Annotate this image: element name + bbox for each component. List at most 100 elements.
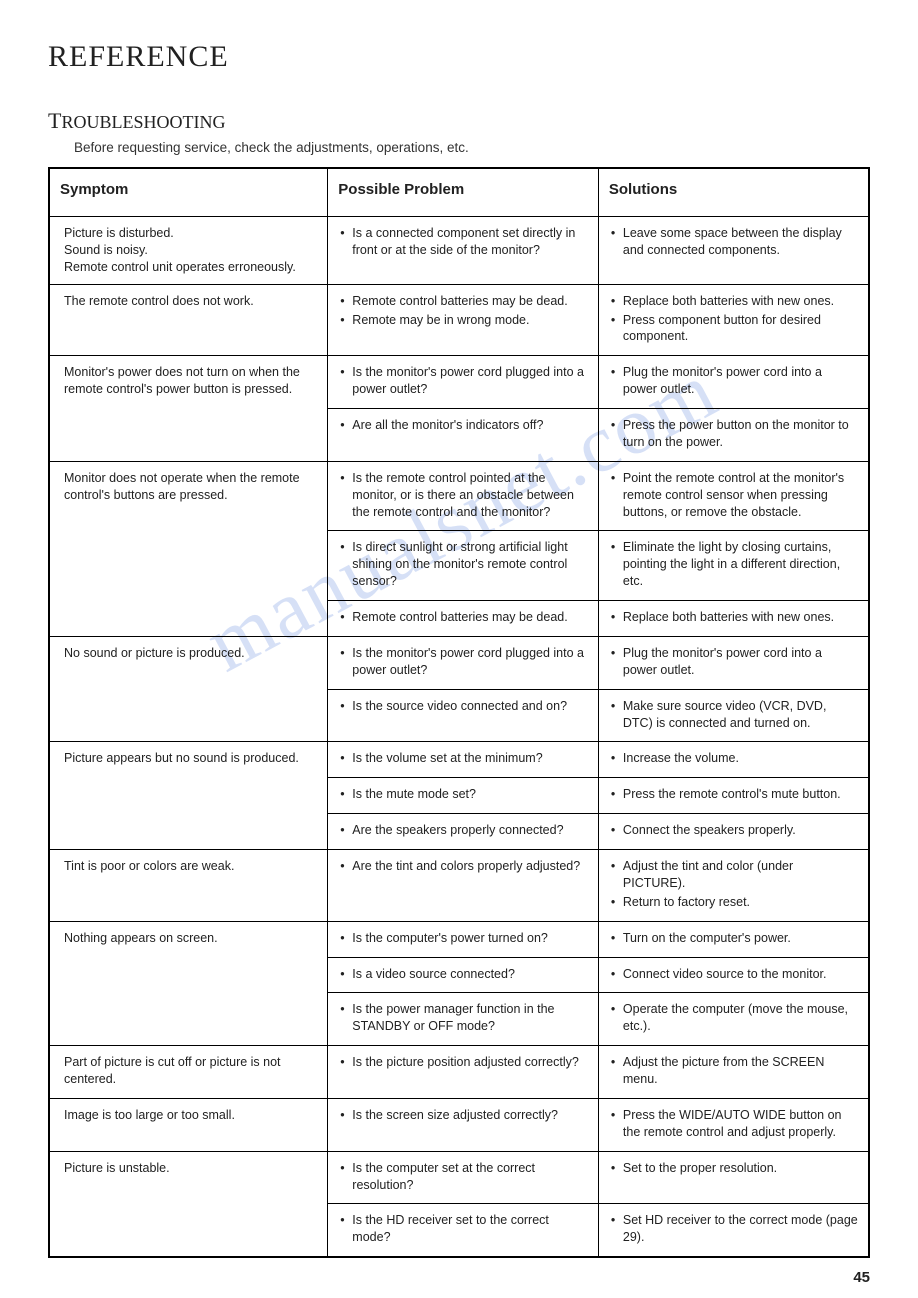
solution-item: Set to the proper resolution. xyxy=(623,1160,858,1177)
solution-cell: Replace both batteries with new ones. Pre… xyxy=(598,284,869,356)
solution-cell: Press the WIDE/AUTO WIDE button on the r… xyxy=(598,1098,869,1151)
problem-item: Is the volume set at the minimum? xyxy=(352,750,588,767)
solution-item: Leave some space between the display and… xyxy=(623,225,858,259)
solution-item: Increase the volume. xyxy=(623,750,858,767)
solution-cell: Plug the monitor's power cord into a pow… xyxy=(598,356,869,409)
problem-item: Remote control batteries may be dead. xyxy=(352,609,588,626)
problem-cell: Remote control batteries may be dead. Rem… xyxy=(328,284,599,356)
problem-cell: Are all the monitor's indicators off? xyxy=(328,409,599,462)
problem-item: Is the remote control pointed at the mon… xyxy=(352,470,588,521)
problem-cell: Is the computer set at the correct resol… xyxy=(328,1151,599,1204)
solution-item: Press component button for desired compo… xyxy=(623,312,858,346)
problem-item: Is the computer set at the correct resol… xyxy=(352,1160,588,1194)
problem-item: Are all the monitor's indicators off? xyxy=(352,417,588,434)
table-header-row: Symptom Possible Problem Solutions xyxy=(49,168,869,217)
solution-item: Point the remote control at the monitor'… xyxy=(623,470,858,521)
solution-item: Connect the speakers properly. xyxy=(623,822,858,839)
symptom-cell: Nothing appears on screen. xyxy=(49,921,328,1046)
problem-cell: Is the HD receiver set to the correct mo… xyxy=(328,1204,599,1257)
solution-cell: Connect the speakers properly. xyxy=(598,814,869,850)
col-header-symptom: Symptom xyxy=(49,168,328,217)
problem-item: Is a video source connected? xyxy=(352,966,588,983)
solution-item: Press the WIDE/AUTO WIDE button on the r… xyxy=(623,1107,858,1141)
intro-text: Before requesting service, check the adj… xyxy=(74,140,870,155)
solution-item: Adjust the tint and color (under PICTURE… xyxy=(623,858,858,892)
symptom-cell: Picture is disturbed. Sound is noisy. Re… xyxy=(49,217,328,285)
solution-item: Replace both batteries with new ones. xyxy=(623,609,858,626)
problem-item: Is the power manager function in the STA… xyxy=(352,1001,588,1035)
problem-cell: Is the screen size adjusted correctly? xyxy=(328,1098,599,1151)
problem-item: Is the monitor's power cord plugged into… xyxy=(352,645,588,679)
problem-item: Are the speakers properly connected? xyxy=(352,822,588,839)
problem-item: Is the picture position adjusted correct… xyxy=(352,1054,588,1071)
solution-cell: Turn on the computer's power. xyxy=(598,921,869,957)
solution-item: Replace both batteries with new ones. xyxy=(623,293,858,310)
problem-cell: Is the computer's power turned on? xyxy=(328,921,599,957)
col-header-solutions: Solutions xyxy=(598,168,869,217)
section-title-rest: ROUBLESHOOTING xyxy=(61,112,225,132)
table-row: Image is too large or too small. Is the s… xyxy=(49,1098,869,1151)
solution-item: Turn on the computer's power. xyxy=(623,930,858,947)
solution-item: Operate the computer (move the mouse, et… xyxy=(623,1001,858,1035)
problem-item: Is the source video connected and on? xyxy=(352,698,588,715)
page-number: 45 xyxy=(853,1269,870,1286)
troubleshooting-table: Symptom Possible Problem Solutions Pictu… xyxy=(48,167,870,1258)
solution-cell: Set HD receiver to the correct mode (pag… xyxy=(598,1204,869,1257)
solution-item: Return to factory reset. xyxy=(623,894,858,911)
solution-item: Eliminate the light by closing curtains,… xyxy=(623,539,858,590)
symptom-cell: Monitor's power does not turn on when th… xyxy=(49,356,328,462)
table-row: Picture appears but no sound is produced… xyxy=(49,742,869,778)
table-row: Monitor's power does not turn on when th… xyxy=(49,356,869,409)
problem-cell: Is the monitor's power cord plugged into… xyxy=(328,636,599,689)
table-row: The remote control does not work.Remote … xyxy=(49,284,869,356)
symptom-cell: Monitor does not operate when the remote… xyxy=(49,461,328,636)
problem-item: Is direct sunlight or strong artificial … xyxy=(352,539,588,590)
problem-cell: Is the monitor's power cord plugged into… xyxy=(328,356,599,409)
solution-cell: Make sure source video (VCR, DVD, DTC) i… xyxy=(598,689,869,742)
symptom-cell: Image is too large or too small. xyxy=(49,1098,328,1151)
solution-item: Make sure source video (VCR, DVD, DTC) i… xyxy=(623,698,858,732)
problem-item: Is a connected component set directly in… xyxy=(352,225,588,259)
problem-cell: Is a video source connected? xyxy=(328,957,599,993)
section-title: TROUBLESHOOTING xyxy=(48,108,870,134)
solution-cell: Replace both batteries with new ones. xyxy=(598,601,869,637)
problem-cell: Are the speakers properly connected? xyxy=(328,814,599,850)
problem-item: Is the computer's power turned on? xyxy=(352,930,588,947)
symptom-cell: The remote control does not work. xyxy=(49,284,328,356)
solution-cell: Adjust the picture from the SCREEN menu. xyxy=(598,1046,869,1099)
problem-item: Is the monitor's power cord plugged into… xyxy=(352,364,588,398)
solution-item: Plug the monitor's power cord into a pow… xyxy=(623,364,858,398)
problem-item: Is the HD receiver set to the correct mo… xyxy=(352,1212,588,1246)
table-row: Picture is unstable.Is the computer set … xyxy=(49,1151,869,1204)
symptom-cell: Picture appears but no sound is produced… xyxy=(49,742,328,850)
table-row: Nothing appears on screen.Is the compute… xyxy=(49,921,869,957)
problem-cell: Is the remote control pointed at the mon… xyxy=(328,461,599,531)
solution-item: Plug the monitor's power cord into a pow… xyxy=(623,645,858,679)
problem-item: Is the screen size adjusted correctly? xyxy=(352,1107,588,1124)
table-row: Tint is poor or colors are weak.Are the … xyxy=(49,850,869,922)
problem-item: Is the mute mode set? xyxy=(352,786,588,803)
solution-cell: Press the power button on the monitor to… xyxy=(598,409,869,462)
problem-item: Remote may be in wrong mode. xyxy=(352,312,588,329)
table-body: Picture is disturbed. Sound is noisy. Re… xyxy=(49,217,869,1258)
problem-item: Are the tint and colors properly adjuste… xyxy=(352,858,588,875)
symptom-cell: Picture is unstable. xyxy=(49,1151,328,1257)
solution-cell: Increase the volume. xyxy=(598,742,869,778)
symptom-cell: No sound or picture is produced. xyxy=(49,636,328,742)
solution-item: Adjust the picture from the SCREEN menu. xyxy=(623,1054,858,1088)
solution-cell: Adjust the tint and color (under PICTURE… xyxy=(598,850,869,922)
table-row: No sound or picture is produced.Is the m… xyxy=(49,636,869,689)
problem-cell: Is the mute mode set? xyxy=(328,778,599,814)
solution-cell: Point the remote control at the monitor'… xyxy=(598,461,869,531)
problem-item: Remote control batteries may be dead. xyxy=(352,293,588,310)
problem-cell: Are the tint and colors properly adjuste… xyxy=(328,850,599,922)
solution-cell: Leave some space between the display and… xyxy=(598,217,869,285)
solution-item: Press the power button on the monitor to… xyxy=(623,417,858,451)
solution-cell: Connect video source to the monitor. xyxy=(598,957,869,993)
table-row: Monitor does not operate when the remote… xyxy=(49,461,869,531)
problem-cell: Remote control batteries may be dead. xyxy=(328,601,599,637)
solution-cell: Set to the proper resolution. xyxy=(598,1151,869,1204)
solution-cell: Operate the computer (move the mouse, et… xyxy=(598,993,869,1046)
page-title: REFERENCE xyxy=(48,40,870,74)
col-header-problem: Possible Problem xyxy=(328,168,599,217)
